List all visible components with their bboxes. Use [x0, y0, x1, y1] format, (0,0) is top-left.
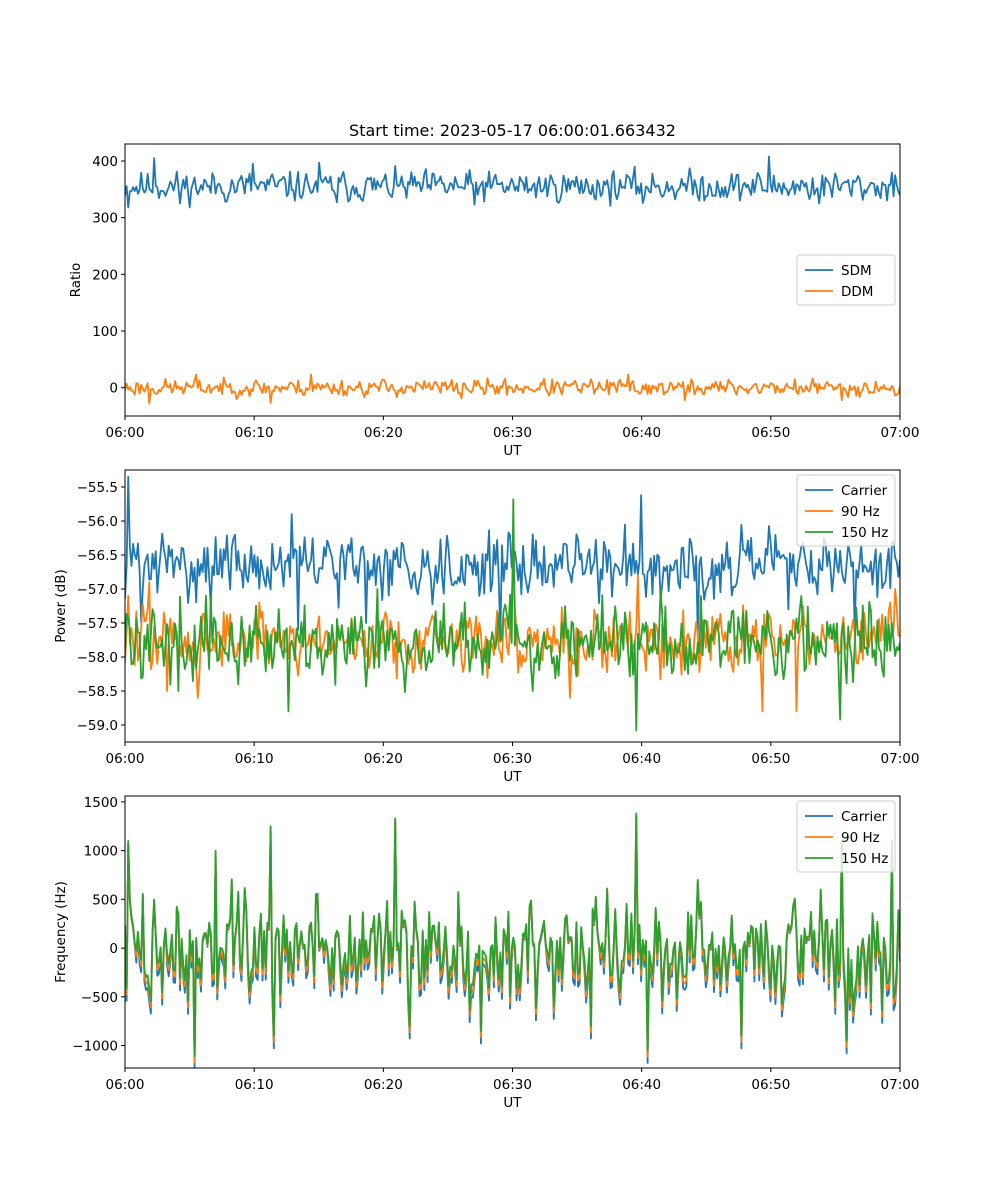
- y-tick-label: 400: [92, 154, 118, 170]
- figure: Start time: 2023-05-17 06:00:01.663432 0…: [0, 0, 1000, 1200]
- series-line-150-hz: [125, 499, 900, 730]
- x-tick-label: 06:00: [106, 425, 145, 441]
- x-tick-label: 06:20: [364, 425, 403, 441]
- y-tick-label: 500: [92, 892, 118, 908]
- y-tick-label: −56.5: [77, 548, 118, 564]
- y-tick-label: −500: [81, 990, 118, 1006]
- legend: Carrier 90 Hz 150 Hz: [797, 801, 895, 872]
- legend: Carrier 90 Hz 150 Hz: [797, 475, 895, 546]
- x-tick-label: 06:50: [751, 751, 790, 767]
- x-tick-label: 07:00: [881, 1077, 920, 1093]
- x-tick-label: 06:50: [751, 1077, 790, 1093]
- x-tick-label: 06:10: [235, 1077, 274, 1093]
- legend-label: 150 Hz: [841, 851, 888, 867]
- x-tick-label: 06:20: [364, 1077, 403, 1093]
- y-tick-label: 100: [92, 324, 118, 340]
- x-tick-label: 06:00: [106, 1077, 145, 1093]
- legend-label: SDM: [841, 263, 872, 279]
- y-tick-label: −58.0: [77, 650, 118, 666]
- x-tick-label: 07:00: [881, 425, 920, 441]
- y-axis-label: Power (dB): [53, 569, 69, 642]
- x-tick-label: 06:00: [106, 751, 145, 767]
- series-line-sdm: [125, 156, 900, 207]
- y-tick-label: 0: [109, 941, 118, 957]
- y-tick-label: −55.5: [77, 480, 118, 496]
- y-axis-label: Ratio: [68, 263, 84, 298]
- x-tick-label: 07:00: [881, 751, 920, 767]
- y-tick-label: −58.5: [77, 684, 118, 700]
- y-tick-label: −57.0: [77, 582, 118, 598]
- y-axis-label: Frequency (Hz): [53, 881, 69, 983]
- x-tick-label: 06:30: [493, 751, 532, 767]
- legend-label: 90 Hz: [841, 830, 880, 846]
- x-tick-label: 06:20: [364, 751, 403, 767]
- panel-2: 06:00 06:10 06:20 06:30 06:40 06:50 07:00 UT −55…: [53, 470, 919, 785]
- x-tick-label: 06:40: [622, 1077, 661, 1093]
- y-tick-label: 0: [109, 381, 118, 397]
- x-axis-label: UT: [503, 443, 522, 459]
- x-axis-label: UT: [503, 769, 522, 785]
- legend-label: DDM: [841, 284, 873, 300]
- series-line-ddm: [125, 375, 900, 404]
- panel-3: 06:00 06:10 06:20 06:30 06:40 06:50 07:00 UT 150…: [53, 795, 919, 1111]
- series-line-150-hz: [125, 814, 900, 1057]
- y-tick-label: 1000: [84, 844, 118, 860]
- axes-frame: [125, 796, 900, 1068]
- y-tick-label: 300: [92, 211, 118, 227]
- y-tick-label: 200: [92, 267, 118, 283]
- legend-label: 90 Hz: [841, 504, 880, 520]
- y-tick-label: −1000: [72, 1039, 118, 1055]
- panel-1: 06:00 06:10 06:20 06:30 06:40 06:50 07:00 UT 0 10…: [68, 144, 919, 459]
- x-tick-label: 06:40: [622, 751, 661, 767]
- x-tick-label: 06:50: [751, 425, 790, 441]
- x-tick-label: 06:30: [493, 425, 532, 441]
- x-axis-label: UT: [503, 1095, 522, 1111]
- y-tick-label: −56.0: [77, 514, 118, 530]
- x-tick-label: 06:40: [622, 425, 661, 441]
- x-tick-label: 06:10: [235, 751, 274, 767]
- x-tick-label: 06:30: [493, 1077, 532, 1093]
- chart-title: Start time: 2023-05-17 06:00:01.663432: [349, 121, 676, 140]
- y-tick-label: 1500: [84, 795, 118, 811]
- legend: SDM DDM: [797, 255, 895, 305]
- y-tick-label: −59.0: [77, 718, 118, 734]
- legend-label: 150 Hz: [841, 525, 888, 541]
- legend-label: Carrier: [841, 809, 888, 825]
- y-tick-label: −57.5: [77, 616, 118, 632]
- legend-label: Carrier: [841, 483, 888, 499]
- x-tick-label: 06:10: [235, 425, 274, 441]
